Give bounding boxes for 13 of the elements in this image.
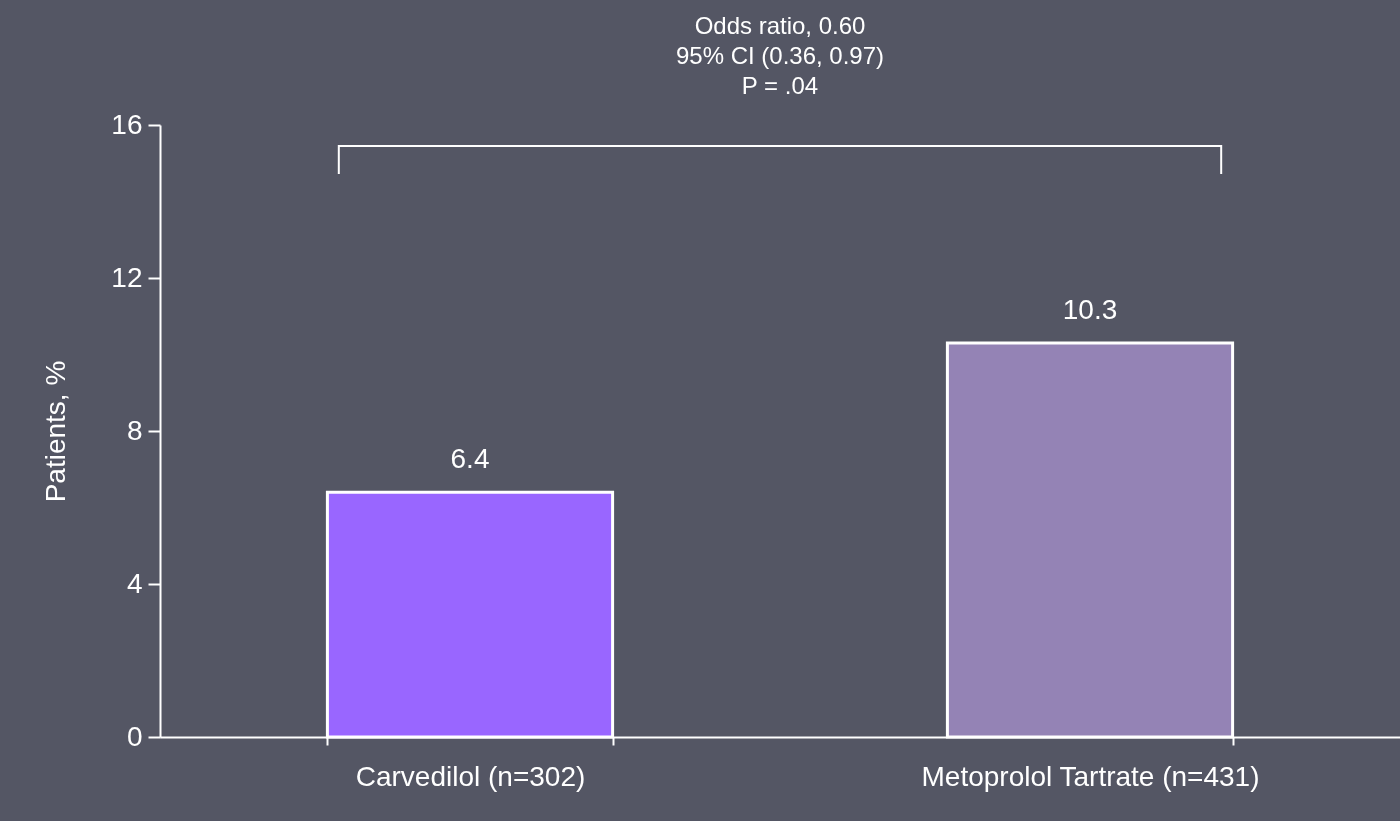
y-tick-label: 16	[111, 108, 143, 140]
y-tick-label: 8	[126, 414, 143, 446]
x-tick-label: Carvedilol (n=302)	[355, 760, 586, 792]
y-tick-label: 12	[111, 261, 143, 293]
y-axis-title: Patients, %	[40, 360, 72, 503]
y-tick-label: 0	[126, 720, 143, 752]
x-tick-label: Metoprolol Tartrate (n=431)	[921, 760, 1260, 792]
y-tick-label: 4	[126, 567, 143, 599]
data-label: 10.3	[1062, 294, 1118, 326]
text: Odds ratio, 0.60	[694, 12, 866, 39]
data-label: 6.4	[450, 443, 490, 475]
text: 95% CI (0.36, 0.97)	[675, 42, 885, 69]
text: P = .04	[741, 72, 819, 99]
